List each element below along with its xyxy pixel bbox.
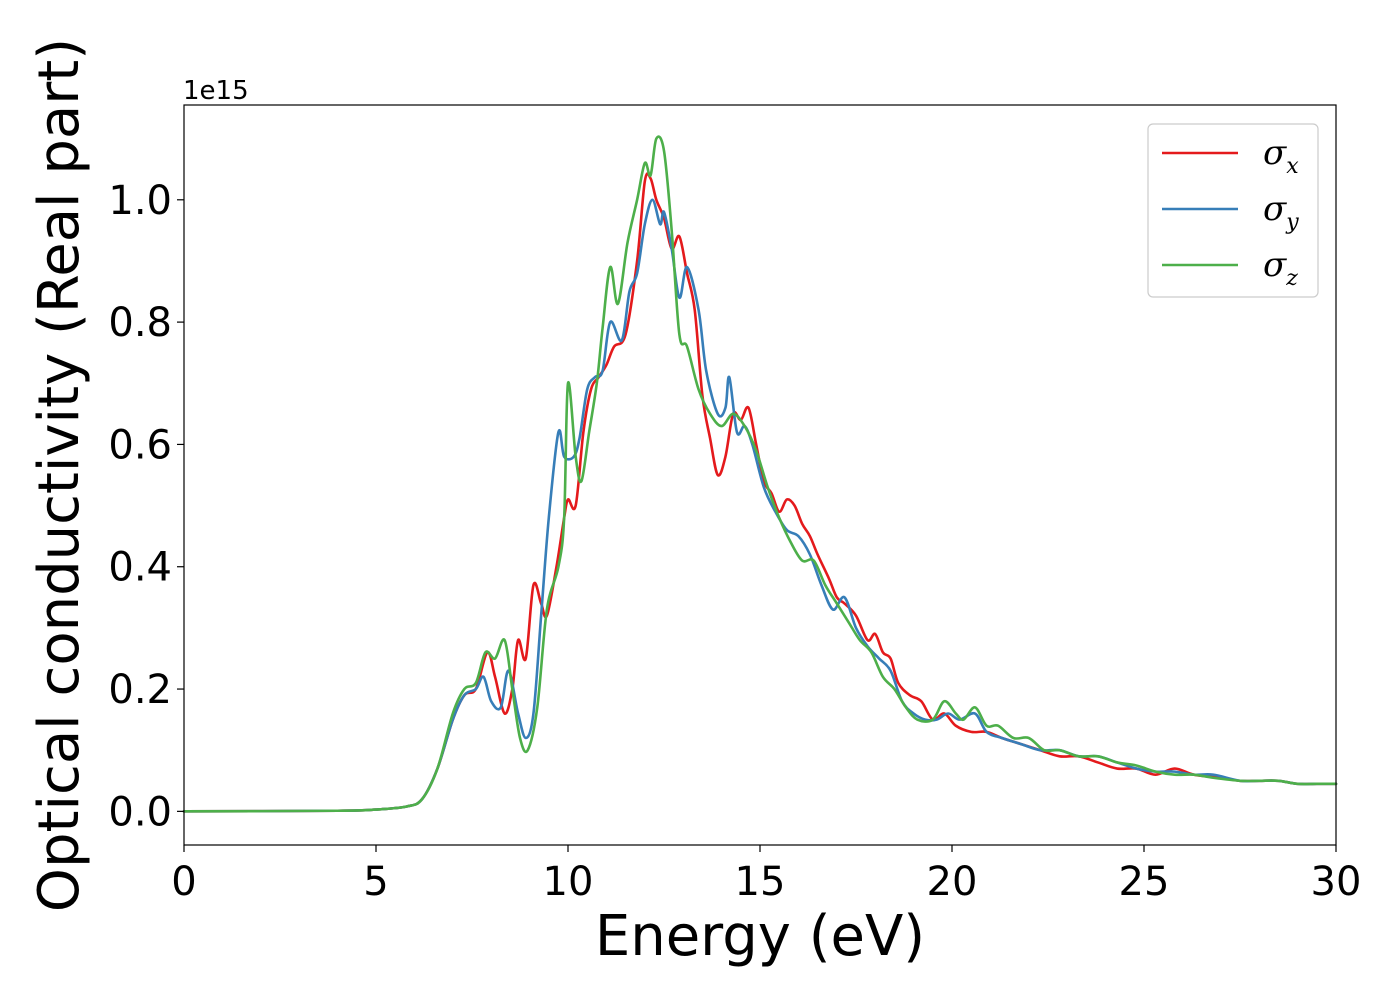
legend-symbol: σ [1263, 189, 1287, 229]
y-axis-offset-label: 1e15 [183, 76, 249, 106]
axes-frame [183, 104, 1337, 846]
y-axis-label: Optical conductivity (Real part) [27, 38, 92, 912]
y-tick-label: 0.0 [108, 789, 172, 835]
x-axis-ticks: 0 5 10 15 20 25 30 [171, 845, 1361, 905]
x-tick-label: 5 [363, 859, 388, 905]
y-tick-label: 0.6 [108, 422, 172, 468]
legend-label-x: σx [1263, 133, 1299, 179]
y-tick-label: 0.2 [108, 667, 172, 713]
y-axis-ticks: 0.0 0.2 0.4 0.6 0.8 1.0 [108, 178, 184, 835]
legend-subscript: z [1285, 266, 1298, 291]
x-tick-label: 0 [171, 859, 196, 905]
x-tick-label: 25 [1119, 859, 1170, 905]
legend-label-y: σy [1263, 189, 1299, 235]
series-line-x [182, 172, 1338, 813]
plot-area [182, 135, 1338, 813]
x-axis-label: Energy (eV) [595, 904, 925, 969]
legend-subscript: y [1285, 210, 1299, 235]
legend-symbol: σ [1263, 245, 1287, 285]
x-tick-label: 20 [927, 859, 978, 905]
legend-symbol: σ [1263, 133, 1287, 173]
x-tick-label: 30 [1311, 859, 1362, 905]
x-tick-label: 15 [735, 859, 786, 905]
y-tick-label: 0.4 [108, 545, 172, 591]
series-line-z [182, 135, 1338, 813]
legend-subscript: x [1286, 154, 1299, 179]
x-tick-label: 10 [543, 859, 594, 905]
y-tick-label: 1.0 [108, 178, 172, 224]
legend-label-z: σz [1263, 245, 1298, 291]
y-tick-label: 0.8 [108, 300, 172, 346]
legend-box [1147, 123, 1319, 298]
